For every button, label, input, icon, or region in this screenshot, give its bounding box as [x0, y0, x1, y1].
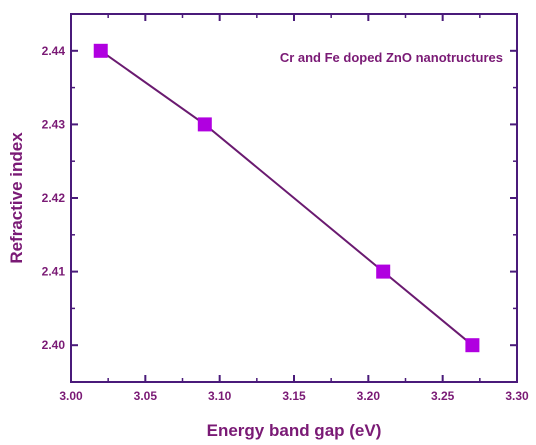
data-point	[197, 117, 212, 132]
annotation-label: Cr and Fe doped ZnO nanotructures	[280, 50, 503, 65]
y-tick-label: 2.44	[42, 44, 66, 58]
x-tick-label: 3.20	[357, 389, 381, 403]
data-point	[376, 264, 391, 279]
y-axis-title: Refractive index	[7, 132, 26, 264]
x-tick-label: 3.30	[505, 389, 529, 403]
series-layer	[93, 43, 480, 353]
x-tick-label: 3.25	[431, 389, 455, 403]
y-tick-label: 2.41	[42, 265, 66, 279]
x-ticks: 3.00 3.05 3.10 3.15 3.20 3.25 3.30	[59, 14, 529, 403]
x-axis-title: Energy band gap (eV)	[207, 421, 382, 440]
data-point	[93, 43, 108, 58]
x-tick-label: 3.00	[59, 389, 83, 403]
x-tick-label: 3.10	[208, 389, 232, 403]
x-tick-label: 3.15	[282, 389, 306, 403]
y-tick-label: 2.43	[42, 117, 66, 131]
data-point	[465, 338, 480, 353]
x-tick-label: 3.05	[134, 389, 158, 403]
series-line	[100, 49, 474, 346]
y-tick-label: 2.40	[42, 338, 66, 352]
y-tick-label: 2.42	[42, 191, 66, 205]
y-ticks: 2.40 2.41 2.42 2.43 2.44	[42, 13, 517, 383]
